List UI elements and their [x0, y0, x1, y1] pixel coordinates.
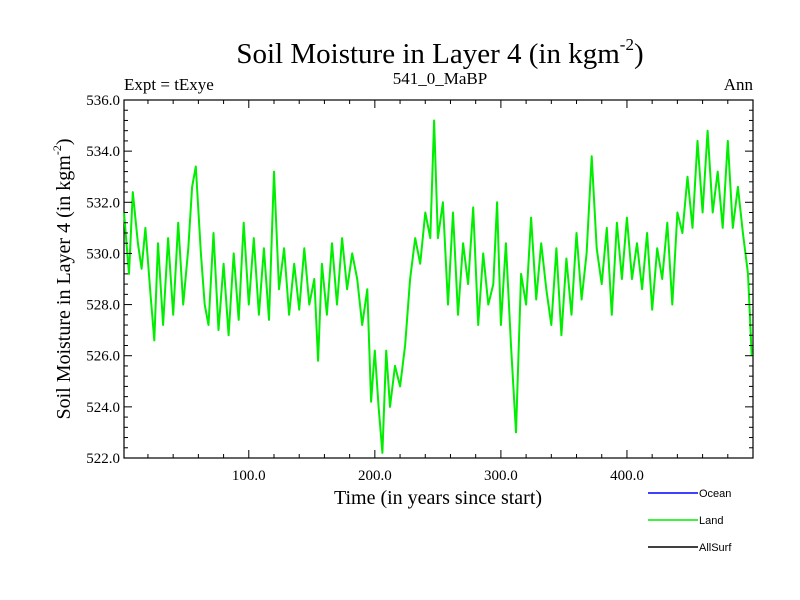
chart-title: Soil Moisture in Layer 4 (in kgm-2) — [236, 35, 643, 70]
subtitle-left: Expt = tExye — [124, 75, 214, 94]
x-tick-label: 400.0 — [610, 468, 644, 484]
y-axis-label: Soil Moisture in Layer 4 (in kgm-2) — [50, 138, 75, 419]
chart-title-superscript: -2 — [620, 35, 634, 54]
legend-label-ocean: Ocean — [699, 488, 731, 500]
chart-title-close: ) — [634, 38, 644, 70]
x-tick-label: 200.0 — [358, 468, 392, 484]
x-tick-label: 300.0 — [484, 468, 518, 484]
x-axis-label: Time (in years since start) — [334, 487, 542, 509]
y-axis-ticks: 522.0 524.0 526.0 528.0 530.0 532.0 534.0 536.0 — [86, 93, 753, 467]
y-tick-label: 528.0 — [86, 298, 120, 314]
y-tick-label: 532.0 — [86, 195, 120, 211]
x-axis-ticks: 100.0 200.0 300.0 400.0 — [147, 100, 729, 484]
y-axis-label-close: ) — [53, 138, 75, 145]
series-layer — [123, 119, 753, 454]
y-tick-label: 530.0 — [86, 246, 120, 262]
legend-label-land: Land — [699, 515, 723, 527]
plot-frame — [123, 99, 754, 459]
y-tick-label: 522.0 — [86, 451, 120, 467]
y-tick-label: 526.0 — [86, 349, 120, 365]
subtitle-center: 541_0_MaBP — [393, 69, 487, 88]
y-axis-label-main: Soil Moisture in Layer 4 (in kgm — [53, 155, 75, 420]
legend-label-allsurf: AllSurf — [699, 542, 732, 554]
series-line-land — [123, 119, 753, 454]
legend: Ocean Land AllSurf — [648, 488, 732, 554]
y-tick-label: 534.0 — [86, 144, 120, 160]
y-axis-label-superscript: -2 — [50, 145, 64, 155]
x-tick-label: 100.0 — [232, 468, 266, 484]
y-tick-label: 524.0 — [86, 400, 120, 416]
chart-title-main: Soil Moisture in Layer 4 (in kgm — [236, 38, 620, 70]
subtitle-right: Ann — [724, 75, 754, 94]
y-tick-label: 536.0 — [86, 93, 120, 109]
